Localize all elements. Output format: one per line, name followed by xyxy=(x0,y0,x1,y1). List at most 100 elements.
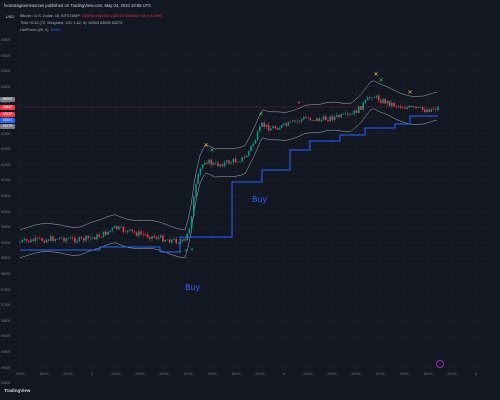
clock-icon[interactable] xyxy=(436,360,444,368)
candle-body xyxy=(72,237,74,239)
price-tag: 63487 xyxy=(0,118,15,123)
candle-body xyxy=(347,113,349,115)
time-tick-label: 12:00 xyxy=(375,372,385,376)
candle-body xyxy=(316,118,318,121)
candle-body xyxy=(364,99,367,103)
candle-body xyxy=(435,109,437,111)
candle-body xyxy=(140,231,142,235)
candle-body xyxy=(138,231,140,236)
legend-halftrend-row: HalfTrend (20, 2) 63487 xyxy=(20,27,162,34)
candle-body xyxy=(406,107,408,109)
candle-body xyxy=(303,117,305,120)
candlesticks xyxy=(19,93,439,245)
time-tick-label: 12:00 xyxy=(183,372,193,376)
candle-body xyxy=(329,116,331,122)
candle-body xyxy=(404,107,406,109)
price-tick-label: 65000 xyxy=(1,53,11,58)
price-tick-label: 64500 xyxy=(1,69,11,74)
sell-signal-marker: ✕ xyxy=(209,148,214,154)
price-tick-label: 61500 xyxy=(1,162,11,167)
candle-body xyxy=(265,124,268,127)
candle-body xyxy=(428,109,430,112)
time-tick-label: 15:00 xyxy=(399,372,409,376)
legend-tma-row: TMA +0.42 (72, Weighted, 100, 1.62, 6) 6… xyxy=(20,20,162,27)
candle-body xyxy=(151,236,153,239)
publish-info: footcatsgiveinsources published on Tradi… xyxy=(0,0,500,12)
candle-body xyxy=(160,235,162,238)
tradingview-logo[interactable]: TradingView xyxy=(4,388,31,393)
candle-body xyxy=(61,237,63,239)
chart-legend: Bitcoin / U.S. Dollar, 15, BITSTAMP O637… xyxy=(20,13,162,34)
halftrend-indicator-name[interactable]: HalfTrend (20, 2) xyxy=(20,28,49,32)
candle-body xyxy=(96,234,98,240)
price-tick-label: 63500 xyxy=(1,100,11,105)
buy-arrow-marker: ▲ xyxy=(184,247,188,252)
tma-indicator-name[interactable]: TMA +0.42 (72, Weighted, 100, 1.62, 6) xyxy=(20,21,87,25)
candle-body xyxy=(215,162,217,164)
candle-body xyxy=(221,164,224,167)
candle-body xyxy=(21,240,23,242)
candle-body xyxy=(331,116,334,120)
price-tag: 64003 xyxy=(0,97,15,102)
candle-body xyxy=(263,122,265,127)
time-axis[interactable]: 15:00 18:00 21:00 3 03:00 06:00 09:00 12:00 15:0… xyxy=(0,372,500,382)
candle-body xyxy=(87,235,89,239)
candle-body xyxy=(369,97,371,98)
price-tick-label: 58500 xyxy=(1,256,11,261)
candle-body xyxy=(153,236,155,238)
candle-body xyxy=(355,110,358,113)
candle-body xyxy=(36,237,39,239)
time-tick-label: 18:00 xyxy=(39,372,49,376)
candle-body xyxy=(437,107,439,111)
candle-body xyxy=(283,123,285,125)
candle-body xyxy=(113,226,116,228)
time-tick-label: 5 xyxy=(474,372,478,376)
candle-body xyxy=(300,119,303,122)
price-tick-label: 60500 xyxy=(1,194,11,198)
candle-body xyxy=(243,157,246,158)
candle-body xyxy=(309,118,312,121)
candle-body xyxy=(173,238,175,240)
candle-body xyxy=(109,230,111,232)
candle-body xyxy=(204,162,206,165)
candle-body xyxy=(327,120,329,122)
candle-body xyxy=(237,162,239,163)
time-tick-label: 15:00 xyxy=(15,372,25,376)
price-tick-label: 54500 xyxy=(1,381,11,386)
candle-body xyxy=(166,239,169,241)
candle-body xyxy=(32,239,34,242)
candle-body xyxy=(146,234,149,238)
candle-body xyxy=(201,164,204,169)
sell-signal-marker: ✕ xyxy=(378,78,383,84)
time-tick-label: 06:00 xyxy=(135,372,145,376)
candle-body xyxy=(413,106,415,108)
candle-body xyxy=(256,131,259,141)
candle-body xyxy=(399,106,402,108)
candle-body xyxy=(94,237,96,240)
sell-signal-marker: ✕ xyxy=(203,143,208,149)
candle-body xyxy=(127,230,129,233)
candle-body xyxy=(135,232,138,236)
time-tick-label: 03:00 xyxy=(111,372,121,376)
candle-body xyxy=(131,229,133,232)
candle-body xyxy=(98,234,100,238)
time-tick-label: 21:00 xyxy=(63,372,73,376)
candle-body xyxy=(67,238,70,240)
symbol-name[interactable]: Bitcoin / U.S. Dollar, 15, BITSTAMP xyxy=(20,14,80,18)
candle-body xyxy=(193,196,195,217)
price-tick-label: 59000 xyxy=(1,240,11,245)
candle-body xyxy=(89,237,92,239)
price-axis[interactable]: 6550065000645006400063500630006250062000… xyxy=(0,0,16,400)
candle-body xyxy=(333,116,336,120)
candle-body xyxy=(47,239,50,241)
price-tick-label: 56500 xyxy=(1,318,11,323)
time-tick-label: 21:00 xyxy=(447,372,457,376)
candle-body xyxy=(230,162,232,164)
candle-body xyxy=(430,108,433,112)
candle-body xyxy=(175,238,177,244)
price-tick-label: 62000 xyxy=(1,147,11,152)
candle-body xyxy=(105,231,107,235)
candle-body xyxy=(91,237,94,238)
